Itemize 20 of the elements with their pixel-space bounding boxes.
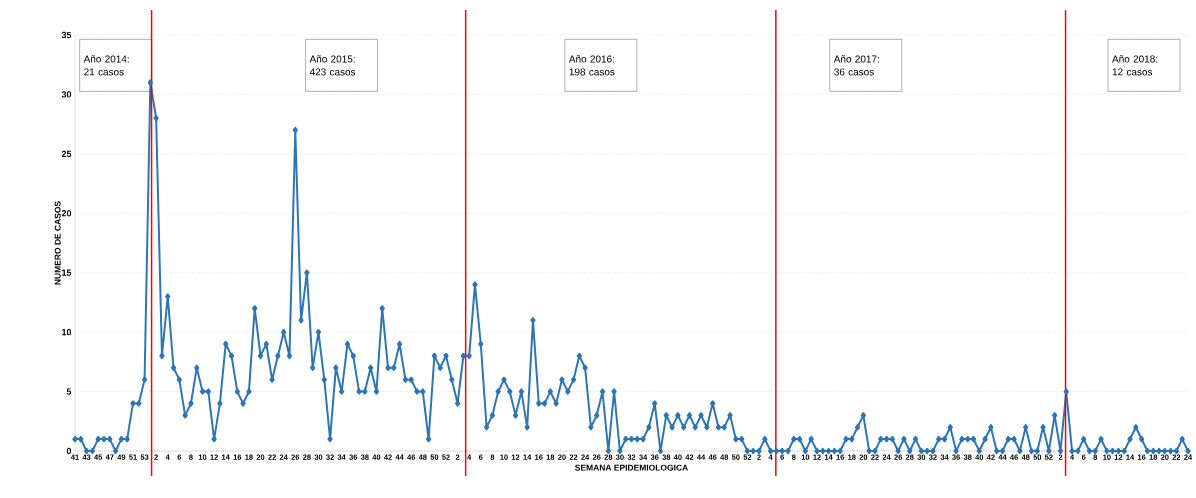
annotation: Año 2014: (83, 55, 129, 63)
y-tick-label: 35 (61, 31, 72, 39)
y-axis-title: NUMERO DE CASOS (54, 201, 61, 285)
y-tick-label: 20 (61, 210, 72, 217)
y-tick-label: 0 (66, 447, 72, 455)
x-axis-title: SEMANA EPIDEMIOLOGICA (575, 464, 688, 471)
annotation: Año 2015: (309, 55, 355, 63)
annotation: 21 casos (84, 68, 124, 76)
annotation: 423 casos (309, 68, 356, 76)
y-tick-label: 15 (62, 269, 72, 276)
y-tick-label: 10 (62, 328, 72, 336)
y-tick-label: 5 (66, 388, 72, 395)
annotation: 12 casos (1112, 68, 1153, 76)
annotation: Año 2018: (1112, 55, 1158, 63)
y-tick-label: 30 (61, 91, 72, 98)
annotation: 36 casos (834, 68, 874, 76)
annotation: Año 2016: (568, 55, 614, 63)
annotation: 198 casos (569, 68, 615, 76)
y-tick-label: 25 (61, 150, 72, 158)
annotation: Año 2017: (833, 55, 879, 63)
